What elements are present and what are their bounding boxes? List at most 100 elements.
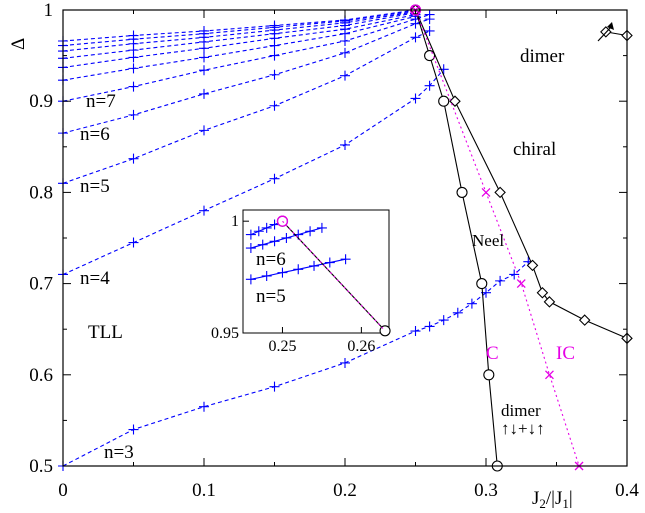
series-point [526,259,539,272]
series-point [269,20,280,31]
series-point [340,139,350,150]
series-point [410,93,421,104]
inset-plot: 0.25 0.26 0.95 1 n=6 n=5 [211,209,391,355]
series-point [269,236,280,247]
series-point [410,32,421,43]
inset-axes: 0.25 0.26 0.95 1 [211,213,375,355]
series-line [62,9,416,42]
series-point [128,30,139,41]
series-line [62,18,430,134]
inset-series-layer [245,215,391,337]
x-axis-label: J2/|J1| [532,488,573,511]
series-point [261,270,272,281]
series-point [466,298,477,309]
series-point [245,229,256,240]
label-spin-config: ↑↓+↓↑ [501,419,545,438]
y-tick-label: 0.5 [29,456,53,477]
series-point [340,357,350,368]
series-line [62,14,416,69]
series-line [62,15,416,81]
series-point [449,95,461,107]
inset-x-tick-label: 0.26 [347,338,375,355]
series-point [438,315,449,326]
inset-x-tick-label: 0.25 [268,338,296,355]
series-line [62,12,416,59]
series-point [438,64,449,75]
series-point [438,95,450,107]
series-point [269,381,280,392]
label-n7: n=7 [86,91,116,112]
label-dimer-bottom: dimer [501,401,541,420]
series-point [340,254,351,265]
series-point [424,25,435,36]
series-point [269,69,280,80]
series-point [316,222,327,233]
label-tll: TLL [88,322,123,343]
series-point [481,187,491,197]
series-point [494,186,506,199]
series-point [128,153,139,164]
main-series-layer [58,4,633,472]
label-n4: n=4 [80,268,110,289]
series-point [199,125,209,136]
series-point [452,307,463,318]
series-point [269,173,280,184]
series-point [424,321,435,332]
series-point [245,243,256,254]
series-point [483,369,495,381]
series-point [340,47,350,58]
y-tick-label: 0.7 [29,274,53,295]
inset-y-tick-label: 0.95 [211,325,239,342]
series-point [128,237,139,248]
inset-critical-point-marker [276,215,289,227]
x-tick-label: 0.3 [474,480,498,501]
inset-frame [242,209,390,334]
series-point [410,326,421,337]
label-neel: Neel [472,231,504,250]
label-n5: n=5 [80,176,110,197]
series-line [62,11,416,52]
series-point [199,205,209,216]
series-point [516,279,526,289]
series-point [128,109,139,120]
series-point [476,278,488,290]
x-tick-label: 0 [58,480,68,501]
series-point [128,81,139,92]
label-n3: n=3 [104,442,134,463]
label-chiral: chiral [513,139,556,160]
main-axes: 0 0.1 0.2 0.3 0.4 0.5 0.6 0.7 0.8 0.9 1 [29,0,639,501]
series-point [269,100,280,111]
x-tick-label: 0.2 [333,480,357,501]
series-line [62,30,430,184]
label-ic: IC [556,343,575,364]
series-point [245,274,256,285]
inset-label-n5: n=5 [256,286,286,307]
series-point [269,50,280,61]
series-point [340,70,350,81]
series-point [309,260,320,271]
label-c: C [486,343,499,364]
series-point [281,232,292,243]
series-point [509,269,520,280]
series-point [269,219,280,230]
series-point [424,9,435,20]
series-line [414,9,628,339]
series-point [261,222,272,233]
series-point [199,401,209,412]
series-point [199,25,209,36]
series-point [199,65,209,76]
label-n6: n=6 [80,124,110,145]
series-point [199,88,209,99]
inset-label-n6: n=6 [256,249,286,270]
series-point [199,52,209,63]
arrow-icon [597,22,614,42]
series-point [324,257,335,268]
series-point [495,275,506,286]
series-point [424,50,436,62]
inset-y-tick-label: 1 [231,213,239,230]
series-point [128,63,139,74]
series-point [305,226,316,237]
y-tick-label: 0.6 [29,365,53,386]
x-tick-label: 0.1 [192,480,216,501]
